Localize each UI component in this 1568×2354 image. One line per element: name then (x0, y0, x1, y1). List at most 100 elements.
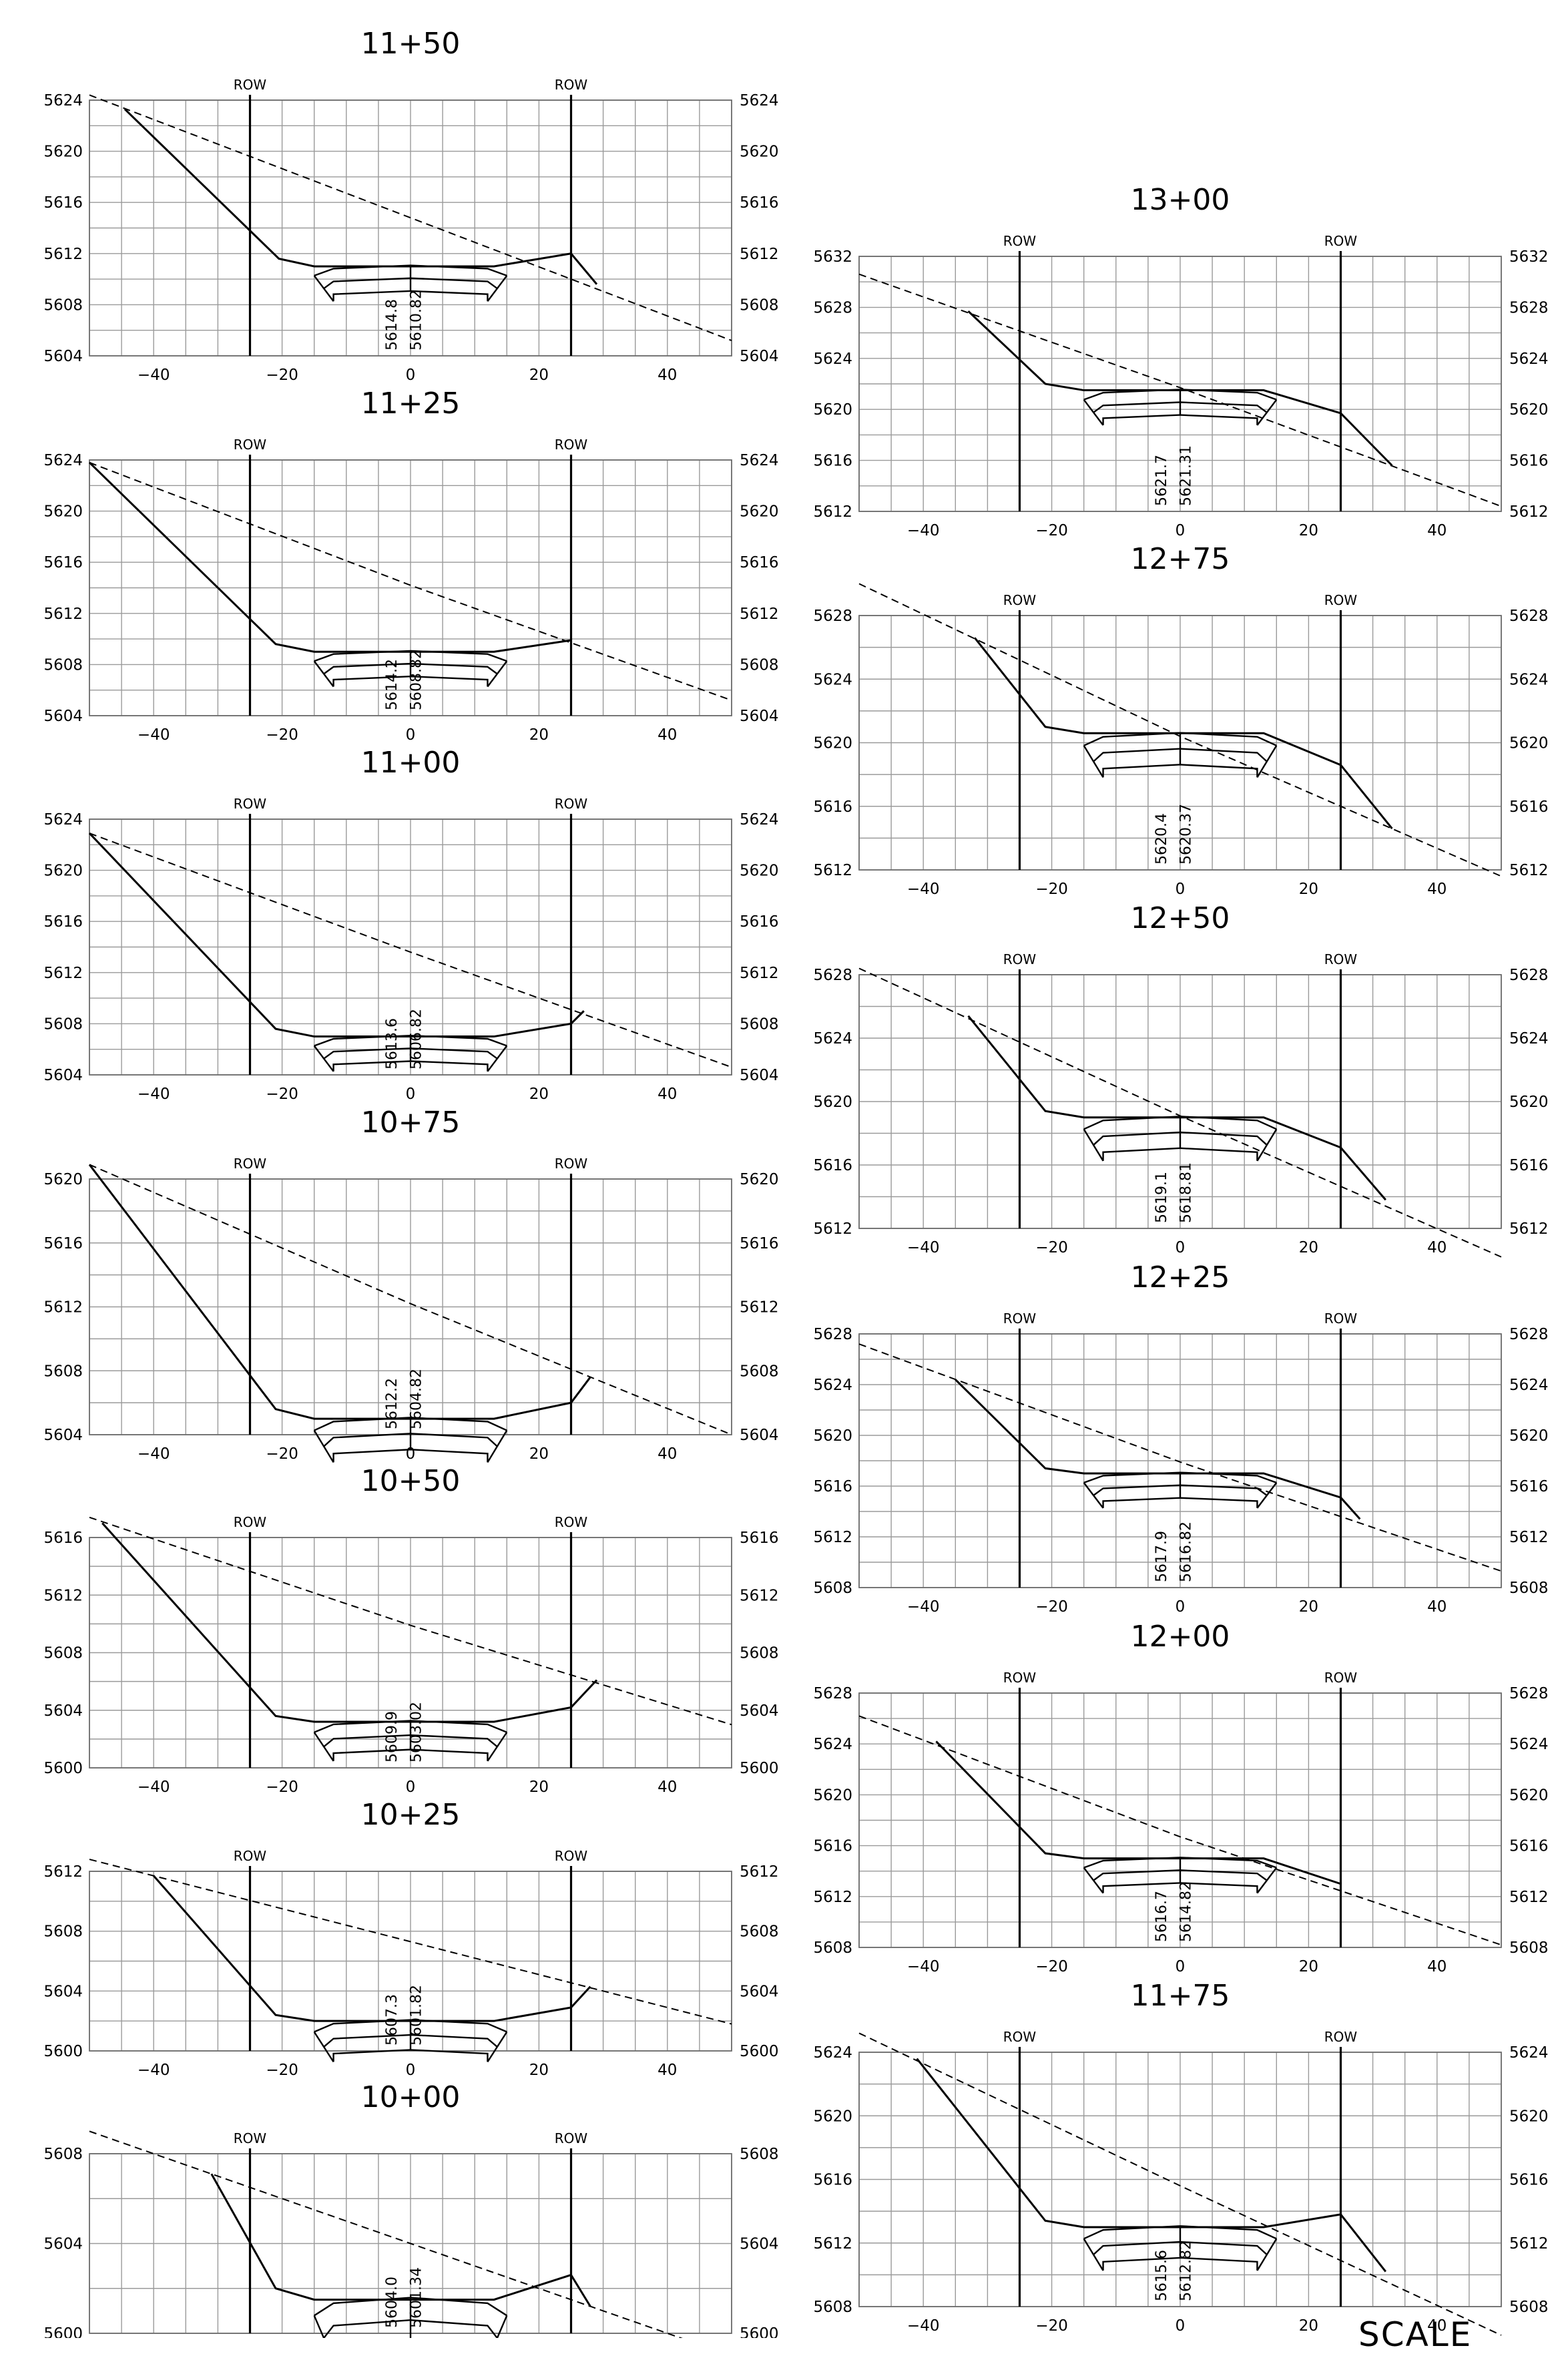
elevation-tick-label-right: 5616 (1509, 2172, 1549, 2189)
offset-tick-label: −40 (907, 2317, 940, 2335)
elevation-tick-label-left: 5616 (43, 194, 83, 212)
existing-elevation-label: 5621.7 (1153, 455, 1170, 506)
design-section-line (935, 1740, 1341, 1885)
row-label: ROW (234, 796, 267, 812)
elevation-tick-label-right: 5608 (740, 656, 779, 674)
elevation-tick-label-left: 5608 (813, 1580, 852, 1597)
offset-tick-label: 20 (529, 1445, 549, 1463)
elevation-tick-label-right: 5612 (740, 1863, 779, 1881)
design-elevation-label: 5618.81 (1178, 1162, 1194, 1223)
elevation-tick-label-right: 5608 (1509, 1580, 1549, 1597)
existing-elevation-label: 5612.2 (384, 1378, 401, 1429)
existing-ground-line (89, 2130, 683, 2338)
elevation-tick-label-right: 5616 (1509, 798, 1549, 816)
design-elevation-label: 5606.82 (408, 1009, 425, 1070)
offset-tick-label: −40 (138, 1445, 170, 1463)
elevation-tick-label-right: 5616 (1509, 1157, 1549, 1174)
row-label: ROW (234, 437, 267, 453)
cross-section-panel: 11+25 5604 5604 5608 5608 5612 5612 5616 5616 562… (43, 387, 778, 744)
elevation-tick-label-right: 5612 (1509, 862, 1549, 879)
elevation-tick-label-left: 5616 (43, 1529, 83, 1547)
design-elevation-label: 5621.31 (1178, 445, 1194, 506)
elevation-tick-label-right: 5612 (740, 606, 779, 623)
elevation-tick-label-right: 5604 (740, 348, 779, 365)
existing-elevation-label: 5617.9 (1153, 1531, 1170, 1582)
elevation-tick-label-right: 5604 (740, 1427, 779, 1444)
offset-tick-label: 40 (658, 726, 677, 744)
elevation-tick-label-left: 5608 (43, 1645, 83, 1662)
elevation-tick-label-right: 5616 (1509, 453, 1549, 470)
elevation-tick-label-right: 5612 (1509, 1889, 1549, 1906)
offset-tick-label: 0 (1175, 881, 1186, 898)
elevation-tick-label-left: 5604 (43, 708, 83, 725)
elevation-tick-label-right: 5628 (1509, 1326, 1549, 1343)
row-label: ROW (1324, 1670, 1358, 1686)
offset-tick-label: −20 (1035, 1239, 1068, 1256)
offset-tick-label: 20 (1299, 2317, 1318, 2335)
offset-tick-label: 40 (1427, 1598, 1447, 1616)
offset-tick-label: −20 (266, 1445, 298, 1463)
elevation-tick-label-left: 5616 (43, 554, 83, 571)
offset-tick-label: 0 (1175, 522, 1186, 539)
elevation-tick-label-right: 5616 (1509, 1838, 1549, 1855)
elevation-tick-label-left: 5628 (813, 608, 852, 625)
elevation-tick-label-left: 5612 (43, 606, 83, 623)
row-label: ROW (1324, 233, 1358, 249)
cross-section-panel: 13+00 5612 5612 5616 5616 5620 5620 5624 5624 562… (813, 183, 1548, 539)
row-label: ROW (555, 77, 588, 93)
elevation-tick-label-right: 5604 (740, 1702, 779, 1720)
offset-tick-label: −40 (138, 367, 170, 384)
elevation-tick-label-left: 5624 (813, 671, 852, 688)
elevation-tick-label-right: 5612 (740, 1587, 779, 1604)
station-title: 11+00 (361, 746, 461, 780)
elevation-tick-label-left: 5620 (813, 735, 852, 752)
elevation-tick-label-right: 5612 (1509, 2235, 1549, 2253)
offset-tick-label: 40 (1427, 1239, 1447, 1256)
elevation-tick-label-right: 5608 (740, 2146, 779, 2163)
pavement-section (313, 1720, 508, 1762)
design-elevation-label: 5604.82 (408, 1369, 425, 1429)
elevation-tick-label-left: 5608 (43, 2146, 83, 2163)
elevation-tick-label-left: 5612 (43, 1587, 83, 1604)
existing-elevation-label: 5614.8 (384, 299, 401, 350)
row-label: ROW (555, 2130, 588, 2146)
elevation-tick-label-left: 5604 (43, 2236, 83, 2253)
elevation-tick-label-left: 5624 (813, 1377, 852, 1394)
elevation-tick-label-left: 5620 (813, 1787, 852, 1804)
row-label: ROW (555, 796, 588, 812)
elevation-tick-label-left: 5600 (43, 2325, 83, 2338)
elevation-tick-label-right: 5624 (740, 452, 779, 469)
elevation-tick-label-right: 5624 (1509, 1736, 1549, 1753)
offset-tick-label: 0 (406, 726, 416, 744)
elevation-tick-label-right: 5620 (1509, 401, 1549, 419)
existing-elevation-label: 5614.2 (384, 659, 401, 710)
offset-tick-label: 20 (1299, 1958, 1318, 1975)
offset-tick-label: −40 (907, 1958, 940, 1975)
elevation-tick-label-left: 5628 (813, 299, 852, 316)
offset-tick-label: −40 (138, 2062, 170, 2079)
offset-tick-label: −20 (266, 2062, 298, 2079)
elevation-tick-label-right: 5600 (740, 1760, 779, 1777)
station-title: 11+50 (361, 27, 461, 61)
offset-tick-label: 0 (1175, 2317, 1186, 2335)
existing-ground-line (89, 1859, 732, 2025)
cross-section-panel: 10+25 5600 5600 5604 5604 5608 5608 5612 5612 −40… (43, 1798, 778, 2079)
design-section-line (153, 1875, 591, 2022)
elevation-tick-label-right: 5600 (740, 2325, 779, 2338)
design-section-line (88, 461, 571, 653)
elevation-tick-label-left: 5616 (813, 1157, 852, 1174)
offset-tick-label: 0 (406, 2062, 416, 2079)
elevation-tick-label-right: 5612 (740, 246, 779, 263)
elevation-tick-label-left: 5608 (43, 1923, 83, 1941)
elevation-tick-label-left: 5620 (43, 503, 83, 521)
pavement-section (1083, 732, 1278, 778)
elevation-tick-label-right: 5628 (1509, 299, 1549, 316)
elevation-tick-label-left: 5616 (813, 1478, 852, 1495)
elevation-tick-label-right: 5620 (740, 503, 779, 521)
elevation-tick-label-left: 5616 (813, 2172, 852, 2189)
elevation-tick-label-left: 5616 (813, 1838, 852, 1855)
elevation-tick-label-left: 5612 (813, 862, 852, 879)
pavement-section (1083, 1471, 1278, 1509)
elevation-tick-label-right: 5600 (740, 2043, 779, 2060)
offset-tick-label: 0 (1175, 1239, 1186, 1256)
